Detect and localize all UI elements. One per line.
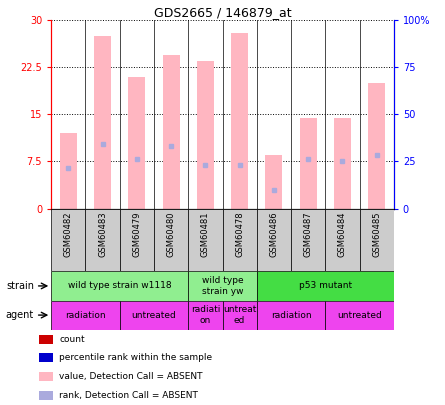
Text: percentile rank within the sample: percentile rank within the sample	[59, 354, 212, 362]
Text: GSM60481: GSM60481	[201, 212, 210, 257]
Bar	[128, 77, 146, 209]
Bar	[162, 55, 180, 209]
Bar	[368, 83, 385, 209]
Bar	[39, 335, 53, 343]
Bar	[120, 301, 188, 330]
Text: rank, Detection Call = ABSENT: rank, Detection Call = ABSENT	[59, 391, 198, 400]
Text: wild type strain w1118: wild type strain w1118	[68, 281, 171, 290]
Text: untreat
ed: untreat ed	[223, 305, 256, 325]
Bar	[154, 209, 188, 271]
Text: GSM60487: GSM60487	[303, 212, 313, 257]
Bar	[188, 301, 222, 330]
Bar	[334, 117, 351, 209]
Text: radiation: radiation	[271, 311, 312, 320]
Bar	[222, 209, 257, 271]
Title: GDS2665 / 146879_at: GDS2665 / 146879_at	[154, 6, 291, 19]
Text: radiation: radiation	[65, 311, 106, 320]
Bar	[257, 209, 291, 271]
Text: GSM60485: GSM60485	[372, 212, 381, 257]
Bar	[94, 36, 111, 209]
Bar	[291, 209, 325, 271]
Bar	[51, 271, 188, 301]
Bar	[257, 301, 325, 330]
Bar	[257, 271, 394, 301]
Bar	[265, 155, 283, 209]
Bar	[188, 271, 257, 301]
Text: GSM60484: GSM60484	[338, 212, 347, 257]
Bar	[39, 372, 53, 381]
Bar	[231, 33, 248, 209]
Text: wild type
strain yw: wild type strain yw	[202, 276, 243, 296]
Text: GSM60483: GSM60483	[98, 212, 107, 257]
Text: untreated: untreated	[132, 311, 176, 320]
Bar	[325, 209, 360, 271]
Text: p53 mutant: p53 mutant	[299, 281, 352, 290]
Bar	[51, 301, 120, 330]
Bar	[325, 301, 394, 330]
Text: GSM60486: GSM60486	[269, 212, 279, 257]
Bar	[197, 61, 214, 209]
Text: GSM60478: GSM60478	[235, 212, 244, 257]
Bar	[299, 117, 317, 209]
Text: radiati
on: radiati on	[190, 305, 220, 325]
Text: GSM60480: GSM60480	[166, 212, 176, 257]
Bar	[188, 209, 222, 271]
Text: GSM60479: GSM60479	[132, 212, 142, 257]
Text: agent: agent	[6, 310, 34, 320]
Text: untreated: untreated	[337, 311, 382, 320]
Bar	[222, 301, 257, 330]
Bar	[51, 209, 85, 271]
Text: strain: strain	[6, 281, 34, 291]
Bar	[85, 209, 120, 271]
Text: count: count	[59, 335, 85, 343]
Bar	[120, 209, 154, 271]
Bar	[60, 133, 77, 209]
Text: value, Detection Call = ABSENT: value, Detection Call = ABSENT	[59, 372, 202, 381]
Bar	[360, 209, 394, 271]
Bar	[39, 354, 53, 362]
Text: GSM60482: GSM60482	[64, 212, 73, 257]
Bar	[39, 391, 53, 400]
